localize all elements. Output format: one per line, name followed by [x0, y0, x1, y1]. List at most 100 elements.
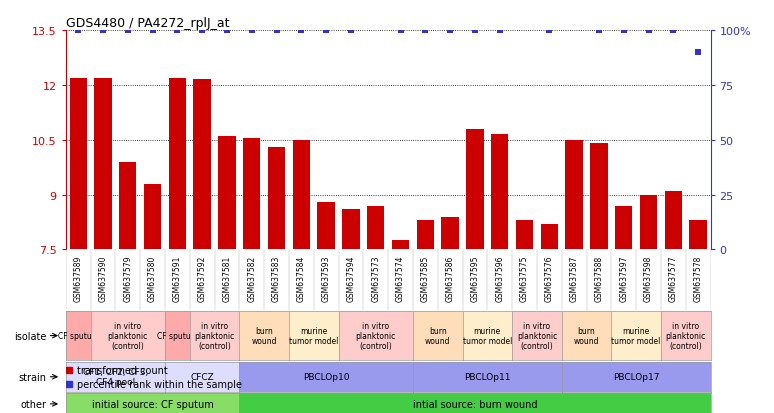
Bar [194, 80, 211, 250]
Point [344, 28, 357, 34]
Point [593, 28, 605, 34]
Text: in vitro
planktonic
(control): in vitro planktonic (control) [355, 321, 396, 351]
Text: murine
tumor model: murine tumor model [611, 326, 661, 345]
Bar [466, 130, 484, 250]
Bar [491, 135, 509, 250]
Point [72, 28, 84, 34]
Bar [541, 224, 558, 250]
Text: GSM637581: GSM637581 [222, 255, 231, 301]
Text: CF1, CF2, CF3,
CF4 pool: CF1, CF2, CF3, CF4 pool [83, 367, 148, 387]
Point [395, 28, 407, 34]
Bar [268, 148, 286, 250]
Bar [342, 210, 360, 250]
Text: GSM637583: GSM637583 [272, 255, 281, 301]
Text: GSM637580: GSM637580 [148, 255, 157, 301]
Text: in vitro
planktonic
(control): in vitro planktonic (control) [517, 321, 557, 351]
Point [618, 28, 630, 34]
Point [196, 28, 208, 34]
Bar [392, 241, 409, 250]
Point [494, 28, 506, 34]
Point [270, 28, 283, 34]
Text: burn
wound: burn wound [425, 326, 450, 345]
Text: intial source: burn wound: intial source: burn wound [413, 399, 537, 409]
Text: GSM637597: GSM637597 [619, 255, 628, 301]
Text: CF sputum: CF sputum [157, 331, 198, 340]
Text: GSM637593: GSM637593 [322, 255, 330, 301]
Bar [243, 139, 261, 250]
Bar [416, 221, 434, 250]
Text: GSM637598: GSM637598 [644, 255, 653, 301]
Point [667, 28, 680, 34]
Text: in vitro
planktonic
(control): in vitro planktonic (control) [108, 321, 148, 351]
Bar [615, 206, 632, 250]
Text: GSM637582: GSM637582 [247, 255, 256, 301]
Bar [591, 144, 608, 250]
Text: CFCZ: CFCZ [190, 373, 214, 381]
Text: strain: strain [19, 372, 46, 382]
Text: GSM637576: GSM637576 [545, 255, 554, 301]
Text: burn
wound: burn wound [574, 326, 599, 345]
Point [295, 28, 307, 34]
Text: GSM637591: GSM637591 [173, 255, 182, 301]
Text: murine
tumor model: murine tumor model [289, 326, 338, 345]
Text: GSM637584: GSM637584 [297, 255, 306, 301]
Point [469, 28, 481, 34]
Bar [441, 217, 459, 250]
Text: PBCLOp10: PBCLOp10 [303, 373, 349, 381]
Bar [119, 162, 136, 250]
Text: GSM637589: GSM637589 [74, 255, 83, 301]
Text: GSM637586: GSM637586 [446, 255, 454, 301]
Text: GSM637575: GSM637575 [520, 255, 529, 301]
Text: PBCLOp11: PBCLOp11 [464, 373, 511, 381]
Text: GSM637585: GSM637585 [421, 255, 430, 301]
Point [146, 28, 159, 34]
Text: transformed count: transformed count [77, 366, 168, 375]
Text: GSM637577: GSM637577 [669, 255, 678, 301]
Point [97, 28, 109, 34]
Bar [665, 192, 682, 250]
Bar [70, 78, 87, 250]
Bar [317, 202, 335, 250]
Bar [293, 140, 310, 250]
Bar [218, 137, 235, 250]
Text: PBCLOp17: PBCLOp17 [613, 373, 659, 381]
Point [692, 50, 704, 56]
Point [543, 28, 556, 34]
Text: GDS4480 / PA4272_rplJ_at: GDS4480 / PA4272_rplJ_at [66, 17, 229, 30]
Point [444, 28, 457, 34]
Point [320, 28, 332, 34]
Text: GSM637579: GSM637579 [123, 255, 132, 301]
Text: GSM637573: GSM637573 [372, 255, 380, 301]
Text: in vitro
planktonic
(control): in vitro planktonic (control) [666, 321, 706, 351]
Point [221, 28, 233, 34]
Text: GSM637595: GSM637595 [471, 255, 479, 301]
Bar [566, 140, 583, 250]
Text: GSM637590: GSM637590 [98, 255, 108, 301]
Bar [367, 206, 385, 250]
Point [245, 28, 258, 34]
Text: GSM637587: GSM637587 [570, 255, 579, 301]
Text: initial source: CF sputum: initial source: CF sputum [91, 399, 214, 409]
Bar [515, 221, 533, 250]
Text: GSM637574: GSM637574 [396, 255, 405, 301]
Point [642, 28, 655, 34]
Bar [169, 78, 186, 250]
Text: burn
wound: burn wound [252, 326, 277, 345]
Text: CF sputum: CF sputum [57, 331, 99, 340]
Text: GSM637588: GSM637588 [594, 255, 604, 301]
Text: percentile rank within the sample: percentile rank within the sample [77, 379, 242, 389]
Text: GSM637578: GSM637578 [694, 255, 703, 301]
Text: GSM637594: GSM637594 [347, 255, 355, 301]
Text: murine
tumor model: murine tumor model [463, 326, 512, 345]
Text: in vitro
planktonic
(control): in vitro planktonic (control) [194, 321, 235, 351]
Bar [690, 221, 707, 250]
Text: GSM637592: GSM637592 [197, 255, 207, 301]
Text: isolate: isolate [14, 331, 46, 341]
Text: GSM637596: GSM637596 [495, 255, 504, 301]
Point [420, 28, 432, 34]
Bar [640, 195, 657, 250]
Point [171, 28, 183, 34]
Bar [144, 184, 161, 250]
Text: other: other [20, 399, 46, 409]
Point [122, 28, 134, 34]
